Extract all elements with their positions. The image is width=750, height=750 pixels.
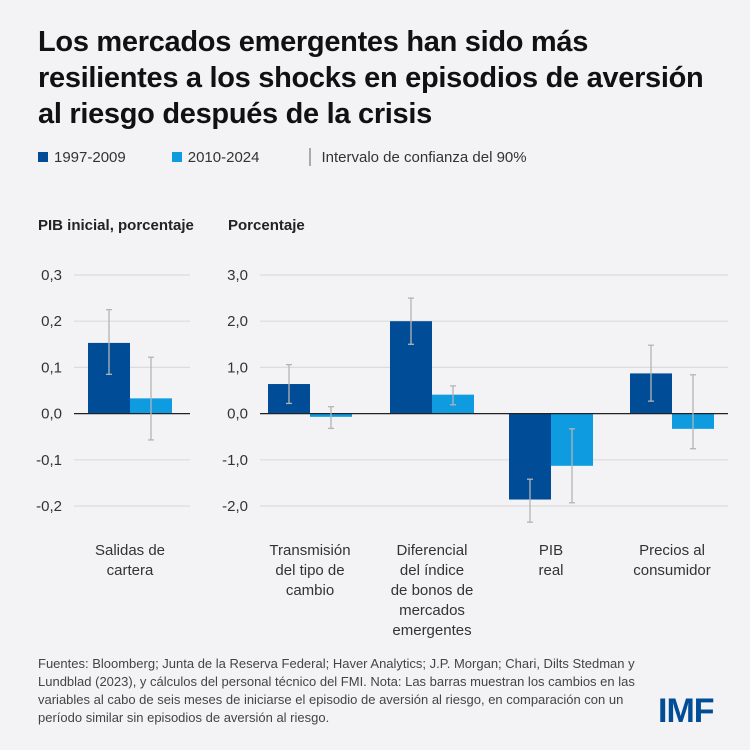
legend-label-series1: 1997-2009 [54,148,126,166]
y-tick-label: 0,2 [41,313,62,330]
left-axis-title: PIB inicial, porcentaje [38,217,194,234]
y-tick-label: 0,1 [41,359,62,376]
legend-swatch-series2 [171,152,182,162]
legend-item-series2: 2010-2024 [171,148,260,166]
category-label: PIB real [538,542,564,579]
y-tick-label: -0,2 [36,498,62,515]
y-tick-label: -0,1 [36,452,62,469]
y-tick-label: 2,0 [227,313,248,330]
legend: 1997-2009 2010-2024 Intervalo de confian… [38,148,573,166]
category-label: Salidas de cartera [94,542,166,579]
legend-label-series2: 2010-2024 [187,148,260,166]
source-notes: Fuentes: Bloomberg; Junta de la Reserva … [38,656,635,725]
y-tick-label: 0,3 [41,267,62,284]
y-tick-label: 0,0 [227,406,248,423]
y-tick-label: 1,0 [227,359,248,376]
legend-item-series1: 1997-2009 [38,149,126,166]
legend-label-ci: Intervalo de confianza del 90% [321,148,527,166]
y-tick-label: -2,0 [222,498,248,515]
right-axis-title: Porcentaje [228,217,305,234]
y-tick-label: -1,0 [222,452,248,469]
y-tick-label: 0,0 [41,406,62,423]
imf-logo: IMF [658,692,715,730]
category-label: Diferencial del índice de bonos de merca… [390,542,474,639]
category-label: Transmisión del tipo de cambio [269,542,351,599]
chart-title: Los mercados emergentes han sido más res… [38,26,704,130]
category-label: Precios al consumidor [633,542,711,579]
confidence-interval-icon [305,148,315,166]
y-tick-label: 3,0 [227,267,248,284]
legend-item-ci: Intervalo de confianza del 90% [305,148,527,166]
legend-swatch-series1 [38,152,48,162]
